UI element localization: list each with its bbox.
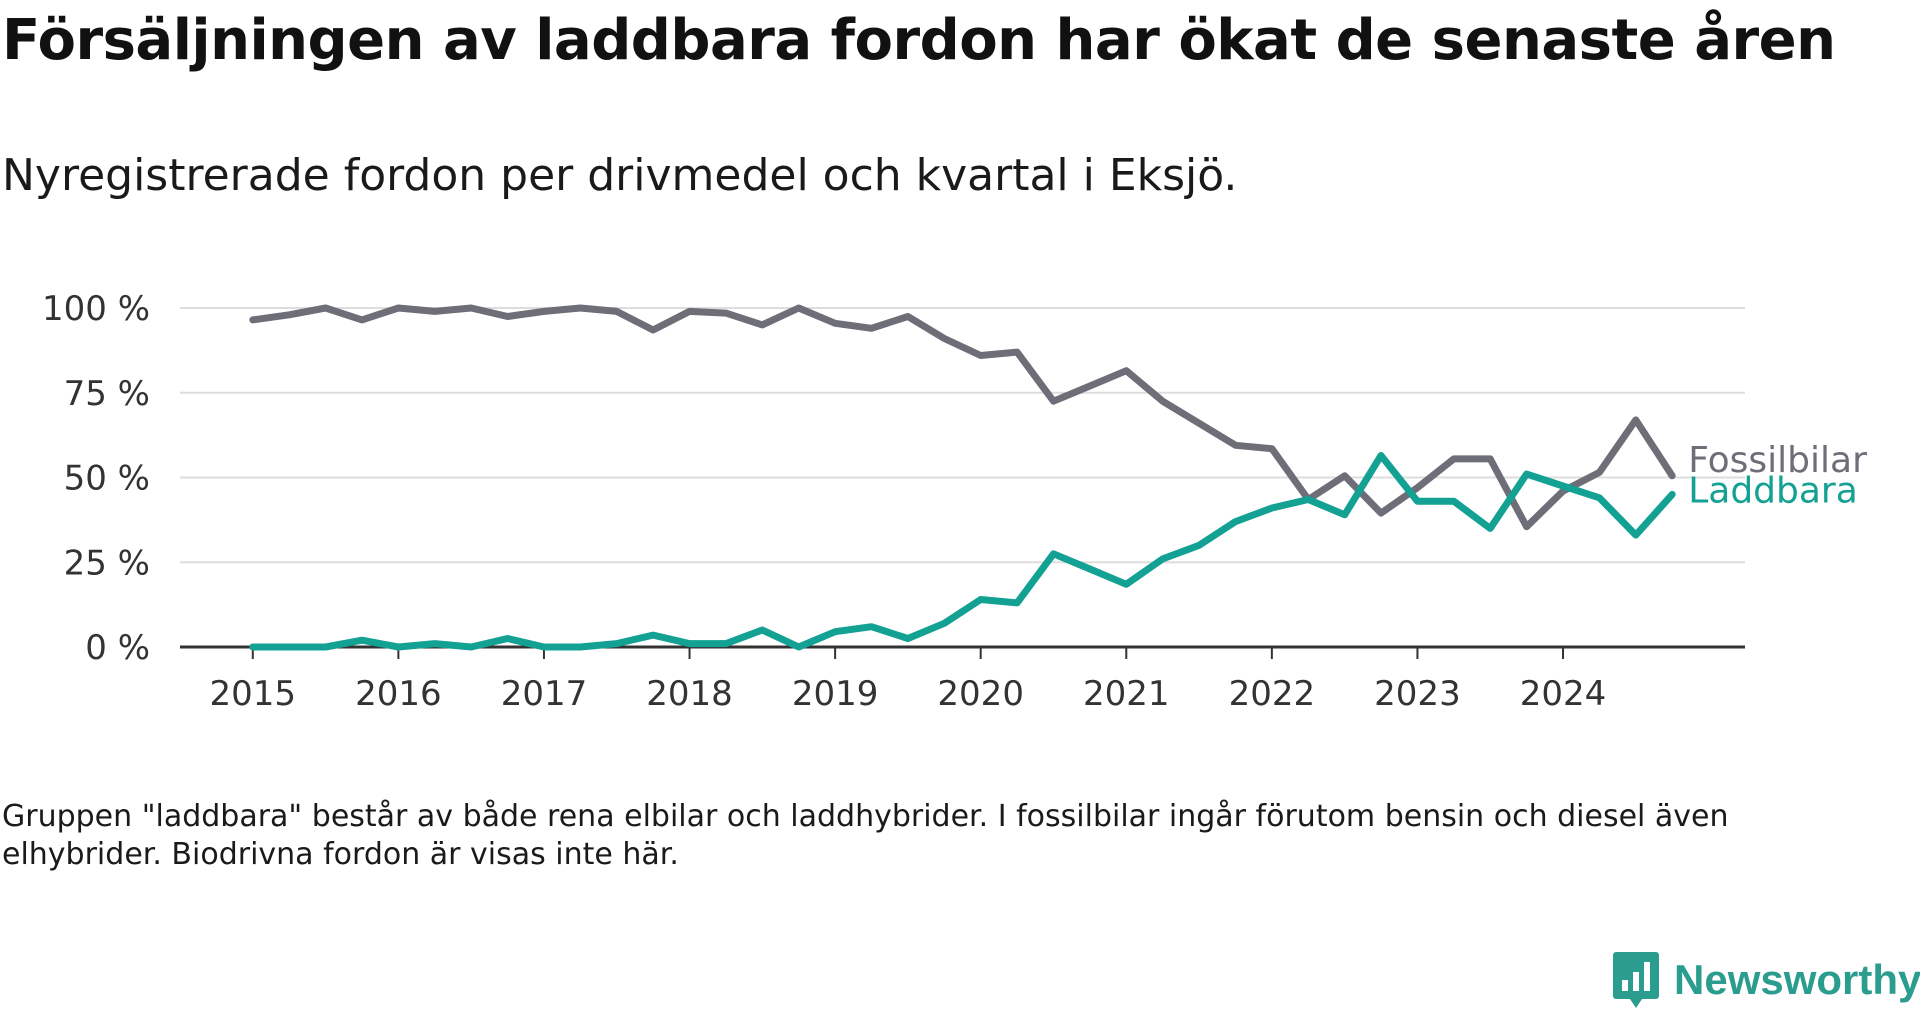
y-tick-label-25: 25 % [64,543,150,583]
x-tick-label-2024: 2024 [1520,674,1607,714]
y-tick-label-0: 0 % [85,628,150,668]
x-tick-label-2019: 2019 [792,674,879,714]
x-axis-ticks: 2015 2016 2017 2018 2019 2020 2021 2022 2023 2024 [210,647,1607,714]
x-tick-label-2023: 2023 [1374,674,1461,714]
series-label-fossilbilar: Fossilbilar [1688,440,1867,481]
y-tick-label-50: 50 % [64,459,150,499]
y-tick-label-75: 75 % [64,374,150,414]
x-tick-label-2016: 2016 [355,674,442,714]
footnote: Gruppen "laddbara" består av både rena e… [2,799,1729,872]
newsworthy-logo-icon [1613,952,1659,1008]
series-line-fossilbilar [249,304,1676,531]
series-label-laddbara: Laddbara [1688,470,1858,511]
newsworthy-logo[interactable]: Newsworthy [1612,950,1920,1010]
series-line-laddbara [249,452,1676,651]
x-tick-label-2018: 2018 [646,674,733,714]
y-tick-label-100: 100 % [42,289,150,329]
series-lines [249,304,1676,651]
x-tick-label-2017: 2017 [501,674,588,714]
x-tick-label-2022: 2022 [1229,674,1316,714]
x-tick-label-2021: 2021 [1083,674,1170,714]
chart-title: Försäljningen av laddbara fordon har öka… [2,8,1836,73]
line-chart: 0 %25 %50 %75 %100 % 2015 2016 2017 2018 201… [42,289,1867,714]
x-tick-label-2015: 2015 [210,674,297,714]
y-axis-ticks: 0 % 25 % 50 % 75 % 100 % [42,289,150,668]
newsworthy-logo-text: Newsworthy [1674,956,1920,1003]
chart-subtitle: Nyregistrerade fordon per drivmedel och … [2,150,1238,201]
x-tick-label-2020: 2020 [937,674,1024,714]
